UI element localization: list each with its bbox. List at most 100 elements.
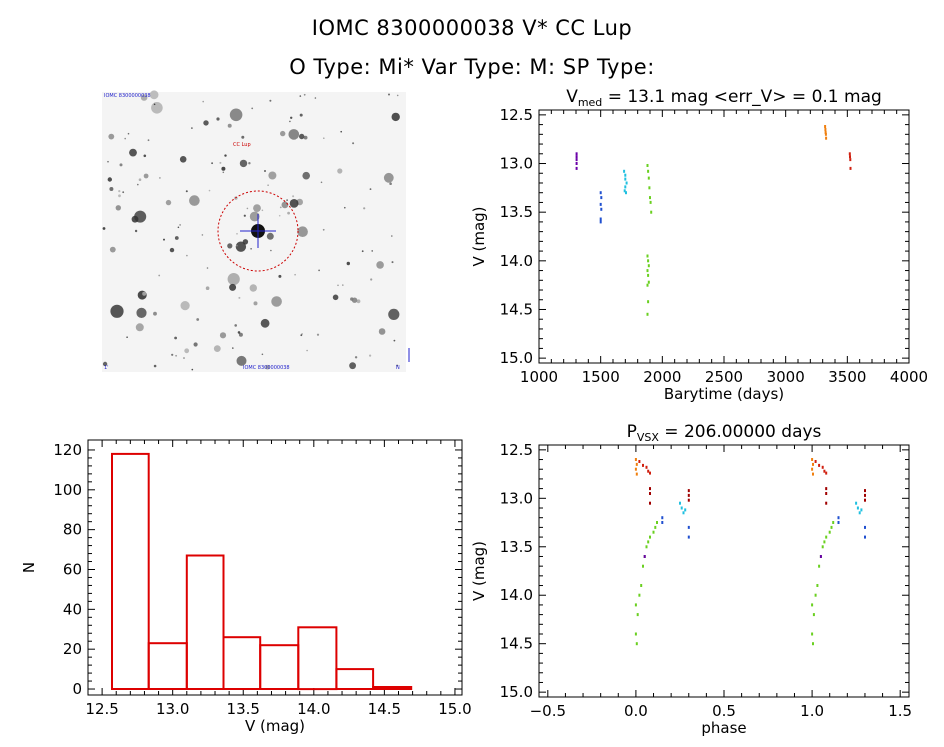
- title-rest: = 13.1 mag <err_V> = 0.1 mag: [602, 87, 882, 107]
- data-point: [864, 493, 866, 497]
- object-title: IOMC 8300000038 V* CC Lup: [311, 16, 633, 40]
- finder-star: [213, 345, 221, 352]
- data-point: [821, 465, 824, 469]
- data-point: [832, 521, 835, 524]
- finder-star: [371, 250, 374, 252]
- finder-star: [205, 286, 210, 291]
- data-point: [649, 471, 651, 475]
- finder-star: [229, 108, 243, 122]
- histogram-bar: [185, 554, 225, 690]
- finder-star: [250, 248, 252, 250]
- data-point: [635, 472, 638, 476]
- data-point: [819, 555, 822, 558]
- finder-star: [201, 234, 204, 236]
- data-point: [821, 545, 824, 549]
- finder-star: [140, 94, 148, 101]
- finder-star: [143, 173, 149, 179]
- data-point: [625, 191, 627, 195]
- lightcurve-panel: 1000 1500 2000 2500 3000 3500 4000 12.5 13.0 13.5…: [470, 87, 928, 403]
- finder-star: [137, 183, 139, 186]
- finder-star: [196, 318, 200, 321]
- finder-star: [108, 133, 115, 140]
- data-point: [858, 511, 861, 515]
- title-main: P: [627, 422, 637, 442]
- data-point: [837, 521, 840, 524]
- y-tick-label: 13.0: [500, 155, 533, 173]
- finder-star: [191, 368, 194, 371]
- y-axis-label: V (mag): [470, 541, 488, 601]
- finder-star: [242, 239, 249, 245]
- finder-star: [303, 93, 306, 96]
- finder-star: [314, 97, 317, 99]
- data-point: [646, 312, 649, 316]
- plot-title: PVSX = 206.00000 days: [627, 422, 822, 444]
- data-point: [645, 465, 648, 469]
- finder-star: [174, 336, 178, 340]
- data-point: [642, 463, 644, 467]
- finder-star: [378, 328, 386, 335]
- data-point: [645, 545, 648, 549]
- data-point: [824, 128, 827, 131]
- finder-star: [107, 160, 109, 163]
- x-tick-label: 2000: [643, 368, 681, 386]
- data-point: [849, 158, 852, 162]
- finder-star: [175, 354, 178, 357]
- finder-star: [183, 357, 185, 359]
- finder-star: [361, 250, 364, 253]
- histogram-bar: [335, 668, 375, 690]
- finder-star: [280, 130, 286, 137]
- finder-star: [388, 308, 400, 320]
- finder-star: [354, 356, 358, 359]
- data-point: [864, 525, 866, 529]
- finder-star: [249, 211, 260, 222]
- data-point: [823, 469, 826, 473]
- finder-star: [235, 241, 247, 252]
- data-point: [811, 467, 814, 471]
- target-circle: [217, 190, 299, 272]
- x-tick-label: 13.0: [156, 700, 189, 718]
- y-tick-label: 13.5: [500, 538, 533, 556]
- y-tick-label: 13.0: [500, 489, 533, 507]
- finder-star: [153, 311, 157, 316]
- data-point: [687, 498, 690, 502]
- finder-chart: IOMC 8300000038 CC Lup 1' IOMC 830000003…: [102, 90, 410, 372]
- finder-star: [238, 296, 241, 299]
- data-point: [812, 613, 815, 617]
- finder-star: [180, 301, 190, 311]
- finder-star: [269, 99, 272, 102]
- finder-star: [126, 336, 128, 339]
- finder-star: [129, 148, 137, 157]
- finder-star: [238, 332, 243, 337]
- finder-star: [396, 364, 398, 367]
- data-point: [656, 521, 658, 524]
- finder-star: [369, 354, 372, 357]
- x-tick-label: 4000: [890, 368, 928, 386]
- finder-star: [337, 284, 339, 287]
- histogram-bar: [147, 642, 188, 691]
- finder-star: [278, 274, 282, 278]
- x-tick-label: −0.5: [530, 702, 566, 720]
- finder-star: [153, 364, 157, 368]
- data-point: [811, 603, 814, 607]
- finder-star: [159, 177, 161, 179]
- finder-star: [189, 195, 200, 206]
- finder-star: [193, 342, 198, 347]
- finder-star: [278, 214, 281, 217]
- finder-star: [153, 103, 156, 106]
- data-point: [575, 152, 578, 156]
- finder-star: [249, 284, 257, 292]
- data-point: [818, 564, 821, 568]
- finder-star: [203, 120, 209, 126]
- finder-star: [135, 323, 144, 332]
- title-subscript: VSX: [637, 431, 660, 444]
- finder-star: [109, 187, 114, 191]
- finder-star: [229, 283, 237, 291]
- data-point: [599, 202, 602, 206]
- histogram-bar: [222, 636, 262, 691]
- data-point: [812, 642, 814, 646]
- data-point: [646, 269, 649, 273]
- y-tick-label: 80: [63, 521, 82, 539]
- finder-star: [110, 304, 124, 318]
- data-point: [848, 152, 851, 156]
